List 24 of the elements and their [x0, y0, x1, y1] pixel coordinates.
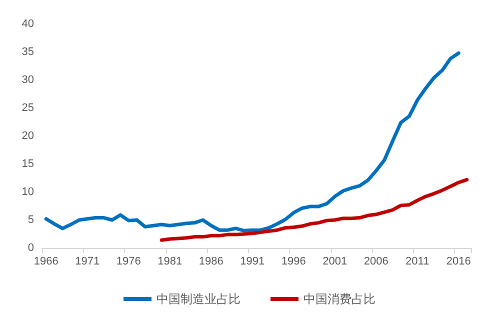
y-tick-label: 0: [28, 242, 34, 254]
x-tick-label: 1996: [281, 256, 306, 268]
x-tick-label: 2016: [446, 256, 471, 268]
x-tick-label: 2006: [364, 256, 388, 268]
x-tick-label: 2001: [322, 256, 348, 268]
y-tick-label: 15: [22, 158, 34, 170]
x-tick-label: 1976: [116, 256, 141, 268]
y-tick-label: 25: [22, 102, 34, 114]
y-tick-label: 40: [22, 18, 34, 30]
x-tick-label: 2011: [406, 256, 430, 268]
y-tick-label: 5: [28, 214, 34, 226]
line-series: [160, 178, 469, 242]
x-tick-label: 1981: [158, 256, 182, 268]
x-tick-label: 1986: [198, 256, 224, 268]
legend-label: 中国制造业占比: [156, 292, 240, 306]
y-tick-label: 20: [22, 130, 34, 142]
x-tick-label: 1966: [34, 256, 58, 268]
x-tick-label: 1991: [240, 256, 265, 268]
y-tick-label: 10: [22, 186, 34, 198]
line-series: [44, 51, 460, 232]
legend-label: 中国消费占比: [304, 292, 376, 306]
y-tick-label: 30: [22, 74, 34, 86]
y-tick-label: 35: [22, 46, 34, 58]
x-tick-label: 1971: [75, 256, 100, 268]
